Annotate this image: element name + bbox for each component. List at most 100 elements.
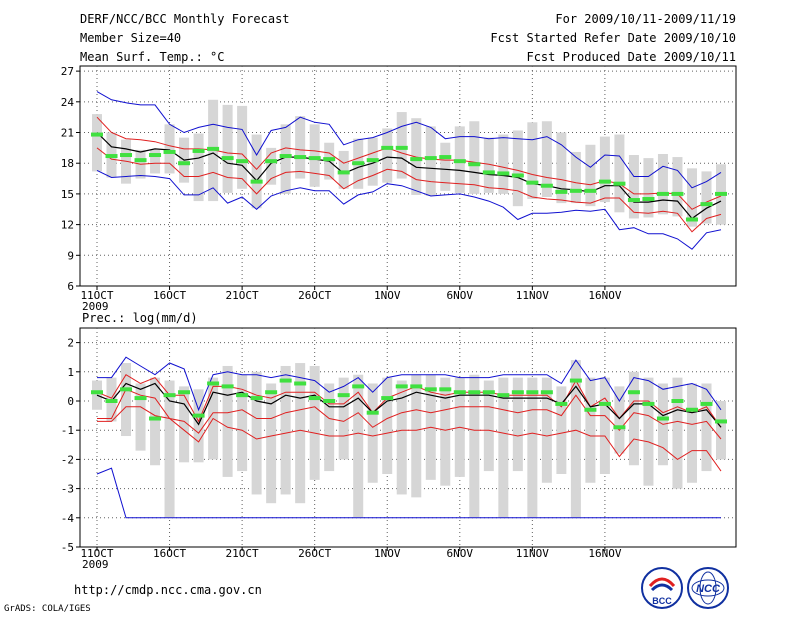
- ensemble-box: [150, 149, 161, 174]
- ensemble-box: [150, 377, 161, 466]
- ensemble-box: [498, 377, 509, 518]
- forecast-period: For 2009/10/11-2009/11/19: [555, 12, 736, 26]
- ensemble-box: [686, 168, 697, 227]
- forecast-start-date: Fcst Started Refer Date 2009/10/10: [490, 31, 736, 45]
- x-tick-label: 26OCT: [298, 547, 331, 560]
- obs-marker: [250, 396, 263, 401]
- member-size: Member Size=40: [80, 31, 182, 45]
- source-url[interactable]: http://cmdp.ncc.cma.gov.cn: [74, 583, 262, 597]
- obs-marker: [221, 156, 234, 161]
- ensemble-box: [643, 377, 654, 486]
- obs-marker: [192, 148, 205, 153]
- obs-marker: [439, 155, 452, 160]
- obs-marker: [598, 401, 611, 406]
- variable-label: Mean Surf. Temp.: °C: [80, 50, 225, 64]
- obs-marker: [178, 161, 191, 166]
- series-min-line: [96, 467, 721, 519]
- obs-marker: [569, 188, 582, 193]
- obs-marker: [352, 161, 365, 166]
- obs-marker: [656, 191, 669, 196]
- obs-marker: [221, 384, 234, 389]
- y-tick-label: 27: [61, 65, 74, 78]
- obs-marker: [149, 153, 162, 158]
- obs-marker: [540, 183, 553, 188]
- ensemble-box: [657, 154, 668, 215]
- obs-marker: [120, 387, 133, 392]
- y-tick-label: 1: [67, 366, 74, 379]
- obs-marker: [308, 156, 321, 161]
- series-p10-lower-line: [97, 406, 722, 472]
- chart-panel-1: -5 -4 -3 -2 -1 0 1 2 11OCT 16OCT 21OCT 26OCT 1NOV 6NO…: [61, 311, 737, 571]
- ensemble-box: [570, 360, 581, 518]
- ensemble-box: [237, 105, 248, 189]
- obs-marker: [105, 154, 118, 159]
- ensemble-box: [672, 157, 683, 217]
- obs-marker: [584, 407, 597, 412]
- obs-marker: [294, 155, 307, 160]
- ensemble-box: [367, 383, 378, 483]
- ensemble-box: [135, 383, 146, 451]
- ensemble-box: [556, 132, 567, 204]
- x-tick-label: 11OCT: [80, 289, 113, 302]
- obs-marker: [163, 393, 176, 398]
- series-p10-line: [96, 147, 722, 233]
- obs-marker: [91, 390, 103, 395]
- obs-marker: [584, 188, 597, 193]
- ensemble-box: [193, 133, 204, 202]
- chart-panel-0: 6 9 12 15 18 21 24 27 11OCT 16OCT 21OCT 26OCT 1NOV 6N…: [61, 65, 737, 313]
- obs-marker: [598, 179, 611, 184]
- obs-marker: [613, 425, 626, 430]
- y-tick-label: 24: [61, 96, 75, 109]
- obs-marker: [700, 401, 713, 406]
- obs-marker: [381, 396, 394, 401]
- ensemble-box: [396, 112, 407, 179]
- obs-marker: [627, 198, 640, 203]
- x-tick-label: 26OCT: [298, 289, 331, 302]
- ensemble-box: [556, 386, 567, 474]
- obs-marker: [120, 153, 133, 158]
- ensemble-box: [527, 122, 538, 200]
- x-tick-label: 6NOV: [447, 547, 474, 560]
- ensemble-box: [164, 380, 175, 518]
- ensemble-box: [686, 383, 697, 483]
- ensemble-box: [570, 151, 581, 204]
- obs-marker: [207, 146, 220, 151]
- series-p90-line: [96, 374, 722, 428]
- ensemble-box: [425, 126, 436, 196]
- obs-marker: [685, 407, 698, 412]
- obs-marker: [366, 410, 379, 415]
- obs-marker: [468, 390, 481, 395]
- ensemble-box: [251, 371, 262, 495]
- ensemble-box: [411, 374, 422, 498]
- series-mean-line: [96, 382, 722, 428]
- obs-marker: [250, 179, 263, 184]
- obs-marker: [308, 396, 321, 401]
- y-tick-label: 6: [67, 280, 74, 293]
- obs-marker: [468, 162, 481, 167]
- obs-marker: [700, 202, 713, 207]
- obs-marker: [555, 189, 568, 194]
- obs-marker: [410, 384, 423, 389]
- ensemble-box: [716, 401, 726, 460]
- ensemble-box: [701, 383, 712, 472]
- y-tick-label: 12: [61, 219, 74, 232]
- obs-marker: [323, 399, 336, 403]
- series-mean-line: [96, 132, 722, 220]
- y-tick-label: 18: [61, 157, 74, 170]
- x-tick-label: 6NOV: [447, 289, 474, 302]
- plot-frame: [79, 327, 737, 548]
- ensemble-box: [483, 137, 494, 193]
- ensemble-box: [222, 365, 233, 477]
- x-year-label: 2009: [82, 558, 109, 571]
- obs-marker: [395, 384, 408, 389]
- ensemble-box: [614, 134, 625, 213]
- obs-marker: [656, 416, 669, 421]
- series-p10-line: [97, 388, 722, 440]
- obs-marker: [410, 157, 423, 162]
- obs-marker: [279, 378, 292, 383]
- obs-marker: [715, 191, 727, 196]
- obs-marker: [134, 396, 147, 401]
- obs-marker: [424, 387, 437, 392]
- ensemble-box: [324, 383, 335, 472]
- obs-marker: [134, 158, 147, 163]
